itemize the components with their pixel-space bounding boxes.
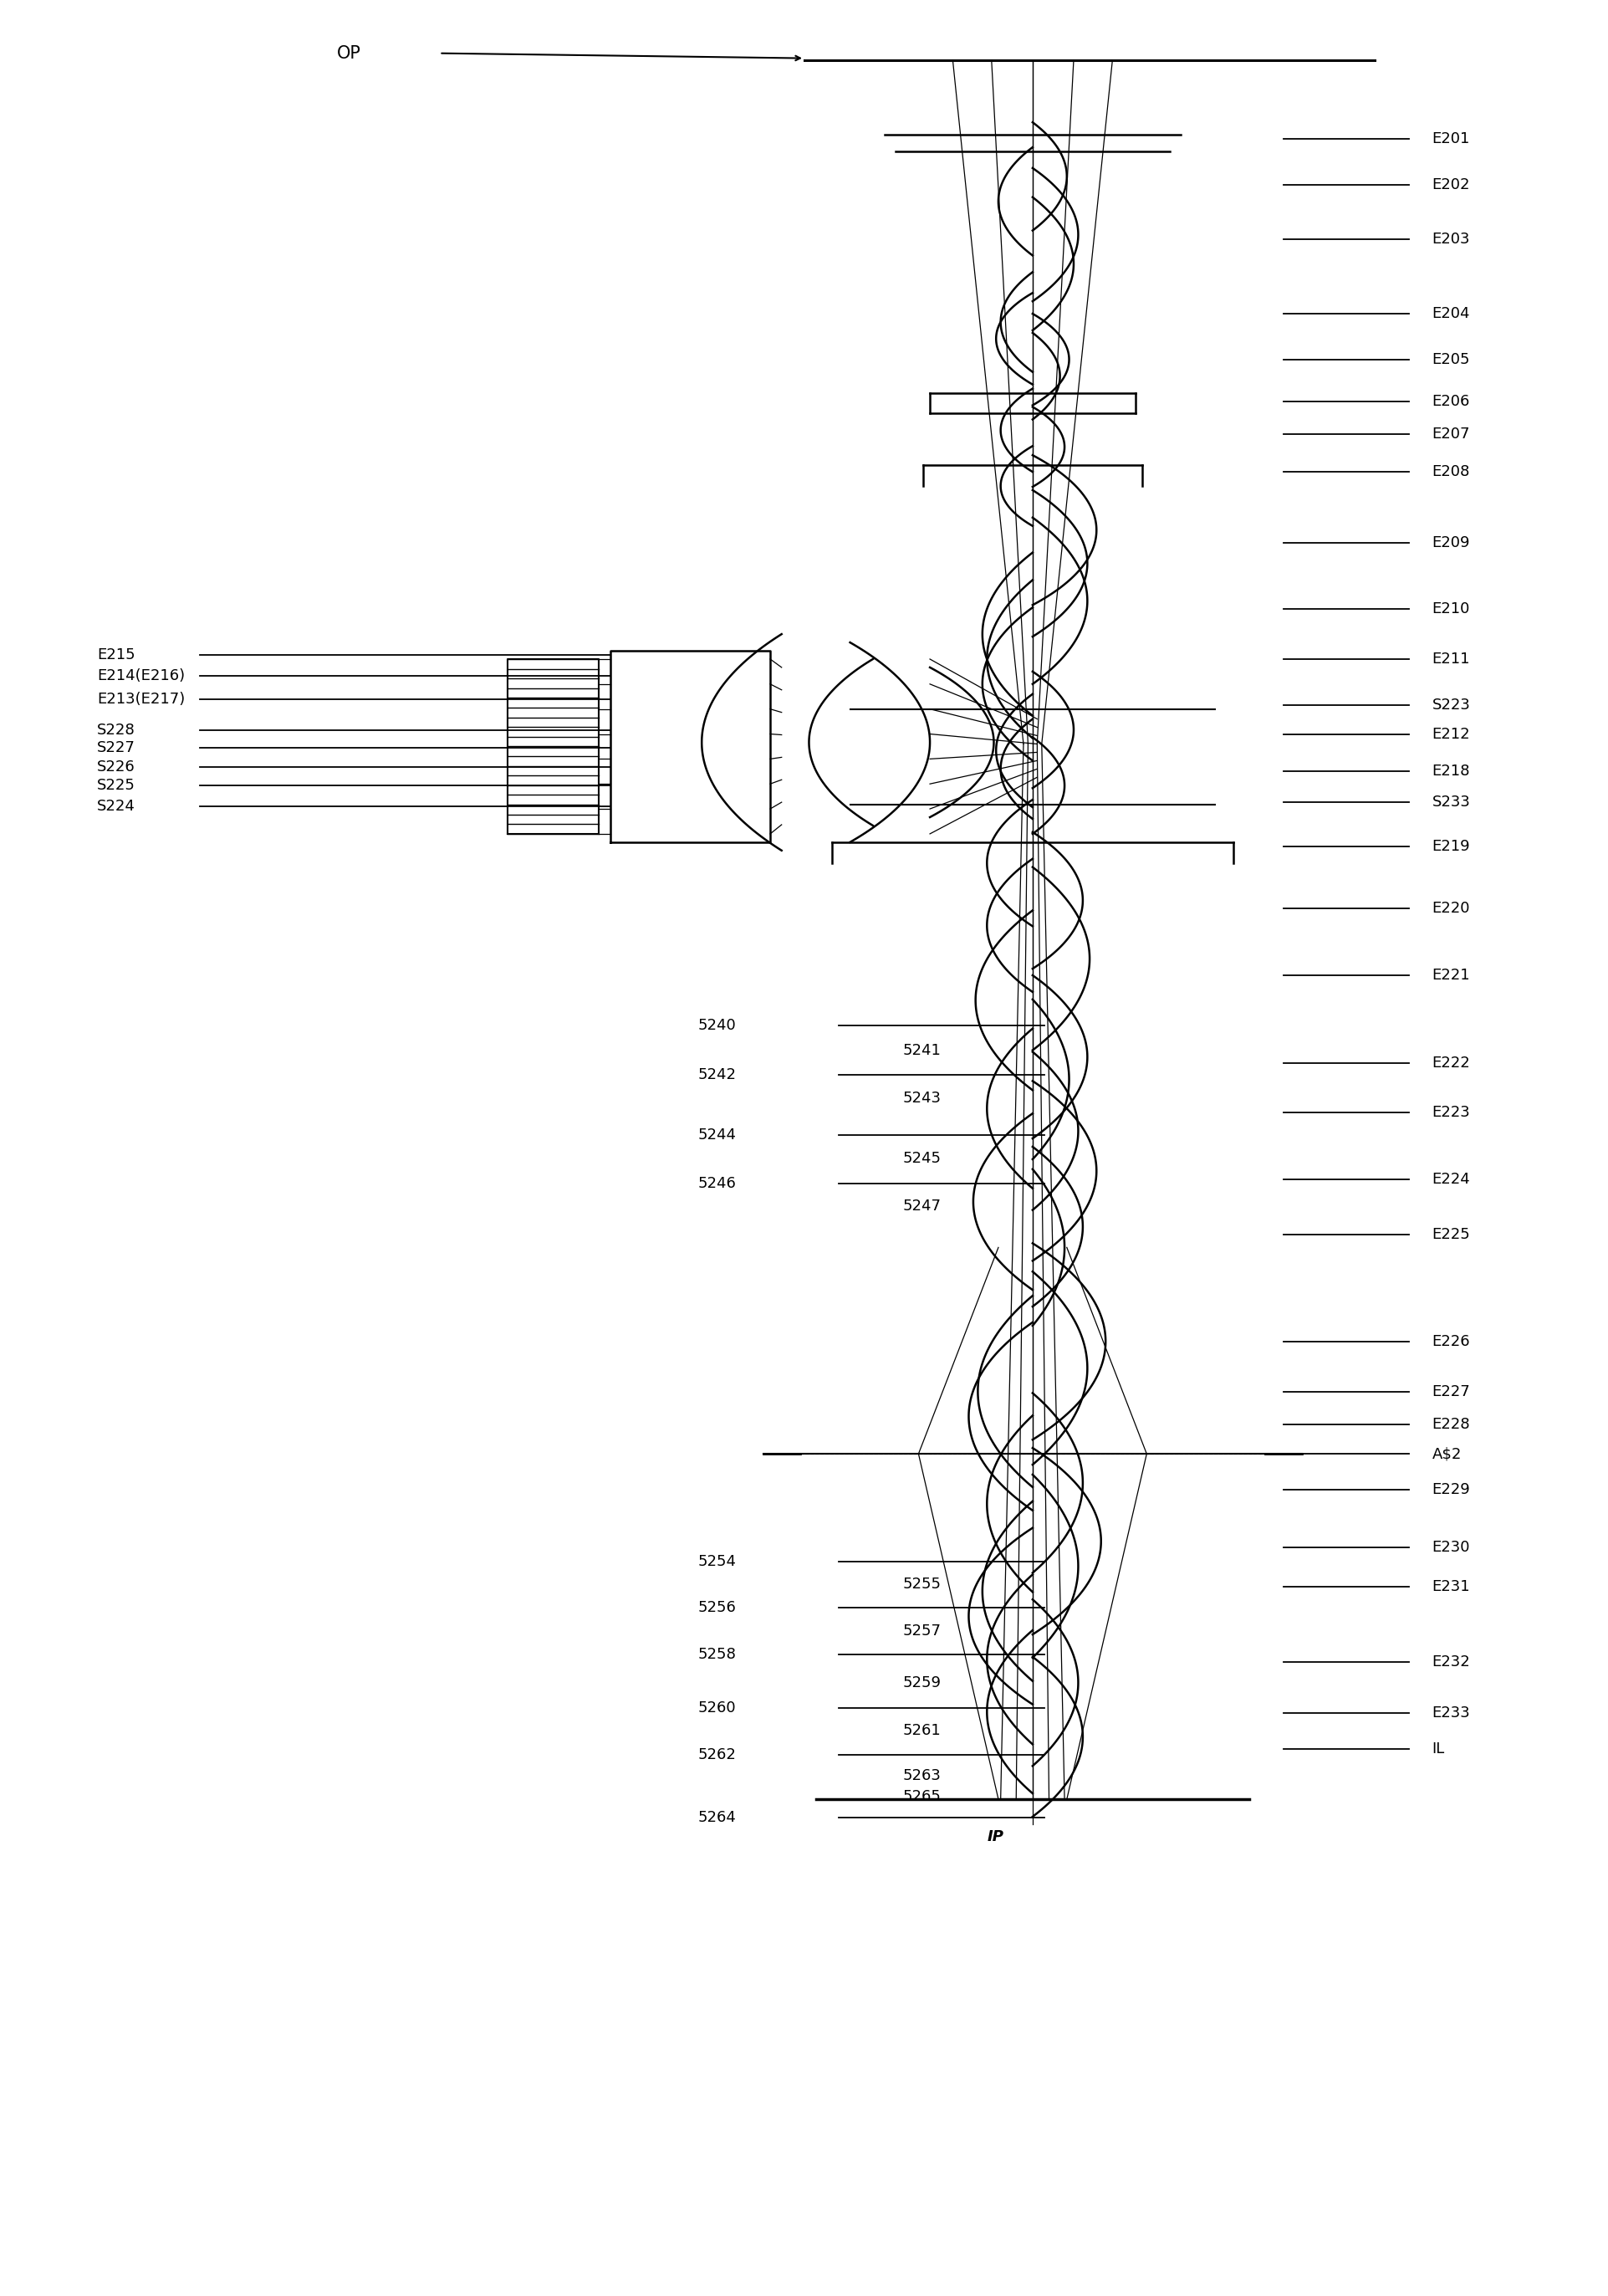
Text: 5244: 5244 xyxy=(698,1127,735,1143)
Text: OP: OP xyxy=(336,46,360,62)
Text: E202: E202 xyxy=(1431,177,1470,193)
Text: 5265: 5265 xyxy=(902,1789,941,1805)
Text: E208: E208 xyxy=(1431,464,1470,480)
Text: IL: IL xyxy=(1431,1743,1444,1756)
Text: 5245: 5245 xyxy=(902,1150,941,1166)
Text: E207: E207 xyxy=(1431,427,1470,441)
Text: E224: E224 xyxy=(1431,1171,1470,1187)
Text: E233: E233 xyxy=(1431,1706,1470,1720)
Text: 5260: 5260 xyxy=(698,1699,735,1715)
Text: E211: E211 xyxy=(1431,652,1470,666)
Text: E212: E212 xyxy=(1431,726,1470,742)
Text: 5263: 5263 xyxy=(902,1768,941,1784)
Text: E225: E225 xyxy=(1431,1228,1470,1242)
Text: E229: E229 xyxy=(1431,1483,1470,1497)
Text: E218: E218 xyxy=(1431,765,1470,778)
Text: 5246: 5246 xyxy=(698,1176,735,1192)
Text: E219: E219 xyxy=(1431,838,1470,854)
Text: 5240: 5240 xyxy=(698,1017,735,1033)
Text: IP: IP xyxy=(986,1830,1003,1844)
Text: 5242: 5242 xyxy=(698,1068,735,1084)
Text: E227: E227 xyxy=(1431,1384,1470,1398)
Text: E223: E223 xyxy=(1431,1104,1470,1120)
Text: E231: E231 xyxy=(1431,1580,1470,1593)
Text: E228: E228 xyxy=(1431,1417,1470,1433)
Text: E206: E206 xyxy=(1431,393,1470,409)
Text: E232: E232 xyxy=(1431,1655,1470,1669)
Text: E203: E203 xyxy=(1431,232,1470,246)
Text: E230: E230 xyxy=(1431,1541,1470,1554)
Text: 5254: 5254 xyxy=(698,1554,735,1570)
Text: S224: S224 xyxy=(96,799,135,813)
Text: S225: S225 xyxy=(96,778,135,792)
Text: 5259: 5259 xyxy=(902,1676,941,1690)
Text: E210: E210 xyxy=(1431,602,1470,618)
Text: 5257: 5257 xyxy=(902,1623,941,1639)
Text: E220: E220 xyxy=(1431,902,1470,916)
Text: 5241: 5241 xyxy=(902,1042,941,1058)
Text: S228: S228 xyxy=(96,723,135,737)
Text: 5243: 5243 xyxy=(902,1091,941,1107)
Text: 5256: 5256 xyxy=(698,1600,735,1616)
Text: 5258: 5258 xyxy=(698,1646,735,1662)
Text: E226: E226 xyxy=(1431,1334,1470,1350)
Text: E209: E209 xyxy=(1431,535,1470,551)
Text: E221: E221 xyxy=(1431,969,1470,983)
Text: E222: E222 xyxy=(1431,1056,1470,1070)
Text: 5255: 5255 xyxy=(902,1577,941,1591)
Text: 5261: 5261 xyxy=(902,1724,941,1738)
Text: E204: E204 xyxy=(1431,305,1470,321)
Text: E215: E215 xyxy=(96,647,135,664)
Text: E213(E217): E213(E217) xyxy=(96,691,185,707)
Text: S223: S223 xyxy=(1431,698,1470,712)
Text: E214(E216): E214(E216) xyxy=(96,668,185,684)
Text: S233: S233 xyxy=(1431,794,1470,810)
Text: 5264: 5264 xyxy=(698,1809,735,1825)
Text: A$2: A$2 xyxy=(1431,1446,1460,1460)
Text: 5262: 5262 xyxy=(698,1747,735,1763)
Text: S227: S227 xyxy=(96,742,135,755)
Text: S226: S226 xyxy=(96,760,135,774)
Text: E201: E201 xyxy=(1431,131,1470,147)
Text: E205: E205 xyxy=(1431,351,1470,367)
Text: 5247: 5247 xyxy=(902,1199,941,1212)
